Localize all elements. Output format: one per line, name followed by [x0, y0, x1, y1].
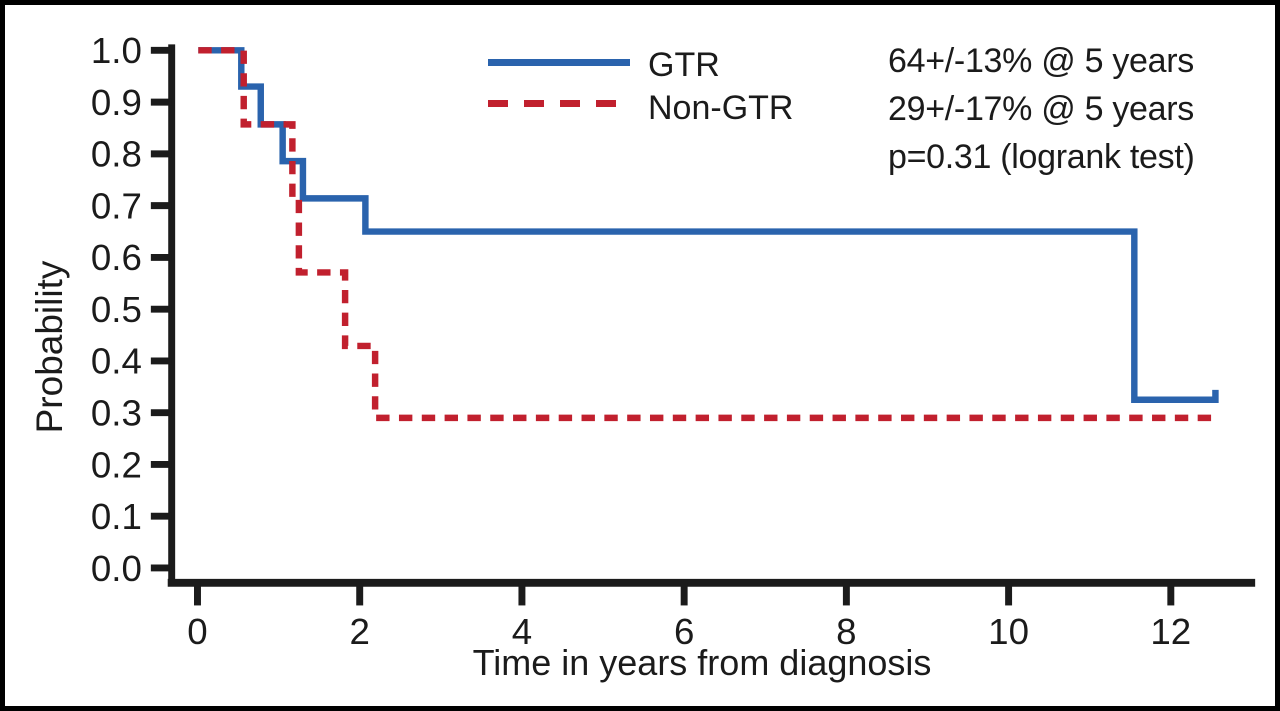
y-tick-label: 0.8 [91, 134, 142, 175]
y-tick-label: 0.4 [91, 341, 142, 382]
y-axis-title: Probability [29, 260, 70, 434]
y-tick-label: 0.0 [91, 548, 142, 589]
curve-non-gtr [198, 47, 1220, 422]
x-tick-label: 8 [836, 611, 856, 652]
y-tick-label: 0.6 [91, 237, 142, 278]
legend-label-gtr: GTR [648, 46, 720, 84]
gtr-rate-annotation: 64+/-13% @ 5 years [888, 42, 1194, 80]
stats-annotations: 64+/-13% @ 5 years 29+/-17% @ 5 years p=… [888, 37, 1195, 181]
y-tick-label: 0.7 [91, 186, 142, 227]
x-tick-label: 0 [187, 611, 207, 652]
y-tick-label: 0.9 [91, 82, 142, 123]
non-gtr-rate-annotation: 29+/-17% @ 5 years [888, 90, 1194, 128]
x-tick-label: 10 [988, 611, 1029, 652]
x-tick-label: 2 [350, 611, 370, 652]
y-tick-label: 1.0 [91, 30, 142, 71]
y-tick-label: 0.5 [91, 289, 142, 330]
y-tick-label: 0.2 [91, 444, 142, 485]
x-tick-label: 4 [512, 611, 532, 652]
km-chart-canvas: 1.0 0.9 0.8 0.7 0.6 0.5 0.4 0.3 0.2 0.1 0.0 0 2 4 6 8 10… [91, 30, 1256, 652]
legend-dash-nongtr [488, 100, 616, 107]
curve-gtr [198, 47, 1219, 403]
y-tick-label: 0.3 [91, 393, 142, 434]
x-axis-title: Time in years from diagnosis [472, 642, 932, 683]
legend-line-gtr [488, 59, 630, 66]
x-tick-label: 12 [1150, 611, 1191, 652]
y-tick-label: 0.1 [91, 496, 142, 537]
x-tick-label: 6 [674, 611, 694, 652]
pvalue-annotation: p=0.31 (logrank test) [888, 138, 1195, 176]
legend-label-nongtr: Non-GTR [648, 89, 794, 127]
